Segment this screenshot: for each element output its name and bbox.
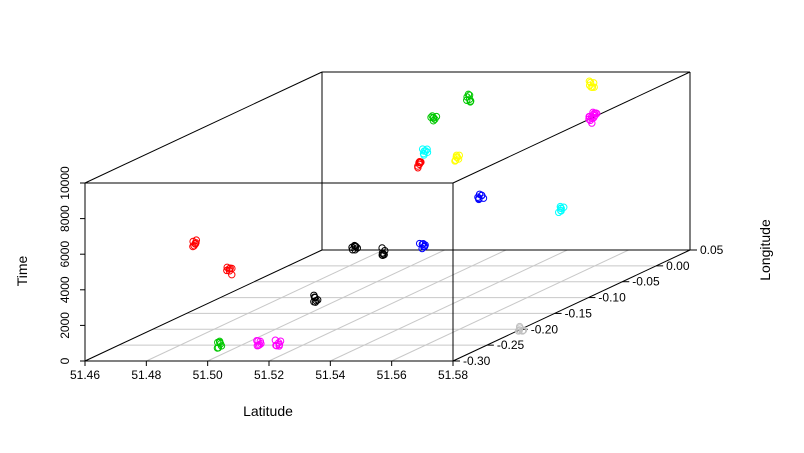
data-point (352, 242, 360, 251)
data-point (557, 204, 565, 212)
data-point (516, 324, 524, 332)
y-tick-label: -0.20 (531, 322, 559, 336)
y-tick-label: -0.05 (632, 275, 660, 289)
data-point (479, 194, 488, 202)
time-axis: 0 2000 4000 6000 8000 10000 (58, 166, 85, 364)
z-tick-label: 6000 (58, 241, 72, 268)
data-point (255, 341, 264, 349)
data-point (378, 244, 386, 252)
z-tick-label: 8000 (58, 205, 72, 232)
data-point (585, 77, 594, 85)
data-point (428, 112, 437, 120)
data-point (275, 342, 283, 350)
grid-line-latitude (330, 249, 568, 362)
data-point (519, 326, 528, 334)
x-tick-label: 51.52 (254, 368, 284, 382)
z-tick-label: 0 (58, 357, 72, 364)
longitude-axis: -0.30 -0.25 -0.20 -0.15 -0.10 -0.05 0.00 0.05 (453, 243, 724, 368)
box-edge (84, 71, 323, 184)
y-tick-label: -0.25 (497, 338, 525, 352)
data-point (418, 244, 426, 253)
data-point (272, 341, 281, 350)
grid-line-latitude (207, 249, 445, 362)
box-edge (452, 71, 691, 184)
y-axis-title: Longitude (757, 219, 773, 281)
y-tick-label: 0.05 (700, 243, 724, 257)
data-point (429, 117, 438, 125)
latitude-axis: 51.46 51.48 51.50 51.52 51.54 51.56 51.58 (70, 361, 468, 382)
data-point (271, 336, 280, 344)
x-axis-title: Latitude (243, 403, 293, 419)
data-point (351, 242, 359, 250)
data-point (429, 113, 438, 122)
data-point (589, 79, 598, 87)
data-point (418, 240, 427, 248)
data-point (452, 153, 460, 161)
z-tick-label: 10000 (58, 166, 72, 200)
data-point (586, 116, 594, 125)
data-point (475, 195, 483, 204)
data-point (215, 337, 224, 346)
data-point (560, 203, 568, 211)
x-tick-label: 51.56 (377, 368, 407, 382)
data-point (310, 293, 319, 301)
data-point (451, 156, 460, 164)
data-point (351, 246, 359, 254)
data-point (588, 114, 596, 123)
y-tick-label: -0.15 (565, 306, 593, 320)
data-point (588, 83, 597, 91)
floor-grid (84, 249, 691, 362)
z-tick-label: 2000 (58, 312, 72, 339)
grid-line-latitude (391, 249, 629, 362)
data-point (586, 78, 595, 87)
data-point (418, 145, 427, 153)
x-tick-label: 51.48 (131, 368, 161, 382)
z-axis-title: Time (14, 255, 30, 286)
y-tick-label: -0.10 (598, 291, 626, 305)
y-tick-label: -0.30 (463, 354, 491, 368)
data-points (189, 77, 601, 352)
z-tick-label: 4000 (58, 276, 72, 303)
x-tick-label: 51.50 (193, 368, 223, 382)
box-edge (452, 249, 691, 362)
data-point (465, 95, 474, 103)
data-point (223, 263, 231, 272)
data-point (585, 115, 593, 123)
grid-line-latitude (268, 249, 507, 362)
x-tick-label: 51.54 (315, 368, 345, 382)
data-point (228, 264, 236, 273)
x-tick-label: 51.58 (438, 368, 468, 382)
data-point (214, 338, 222, 347)
data-point (223, 266, 231, 275)
data-point (414, 162, 422, 170)
data-point (192, 236, 201, 244)
data-point (463, 93, 471, 101)
grid-line-latitude (146, 249, 384, 362)
y-tick-label: 0.00 (666, 259, 690, 273)
data-point (378, 249, 387, 257)
box-edge (84, 249, 323, 362)
data-point (415, 158, 423, 167)
data-point (276, 337, 285, 345)
data-point (420, 147, 428, 155)
data-point (466, 97, 475, 105)
data-point (353, 244, 362, 252)
x-tick-label: 51.46 (70, 368, 100, 382)
